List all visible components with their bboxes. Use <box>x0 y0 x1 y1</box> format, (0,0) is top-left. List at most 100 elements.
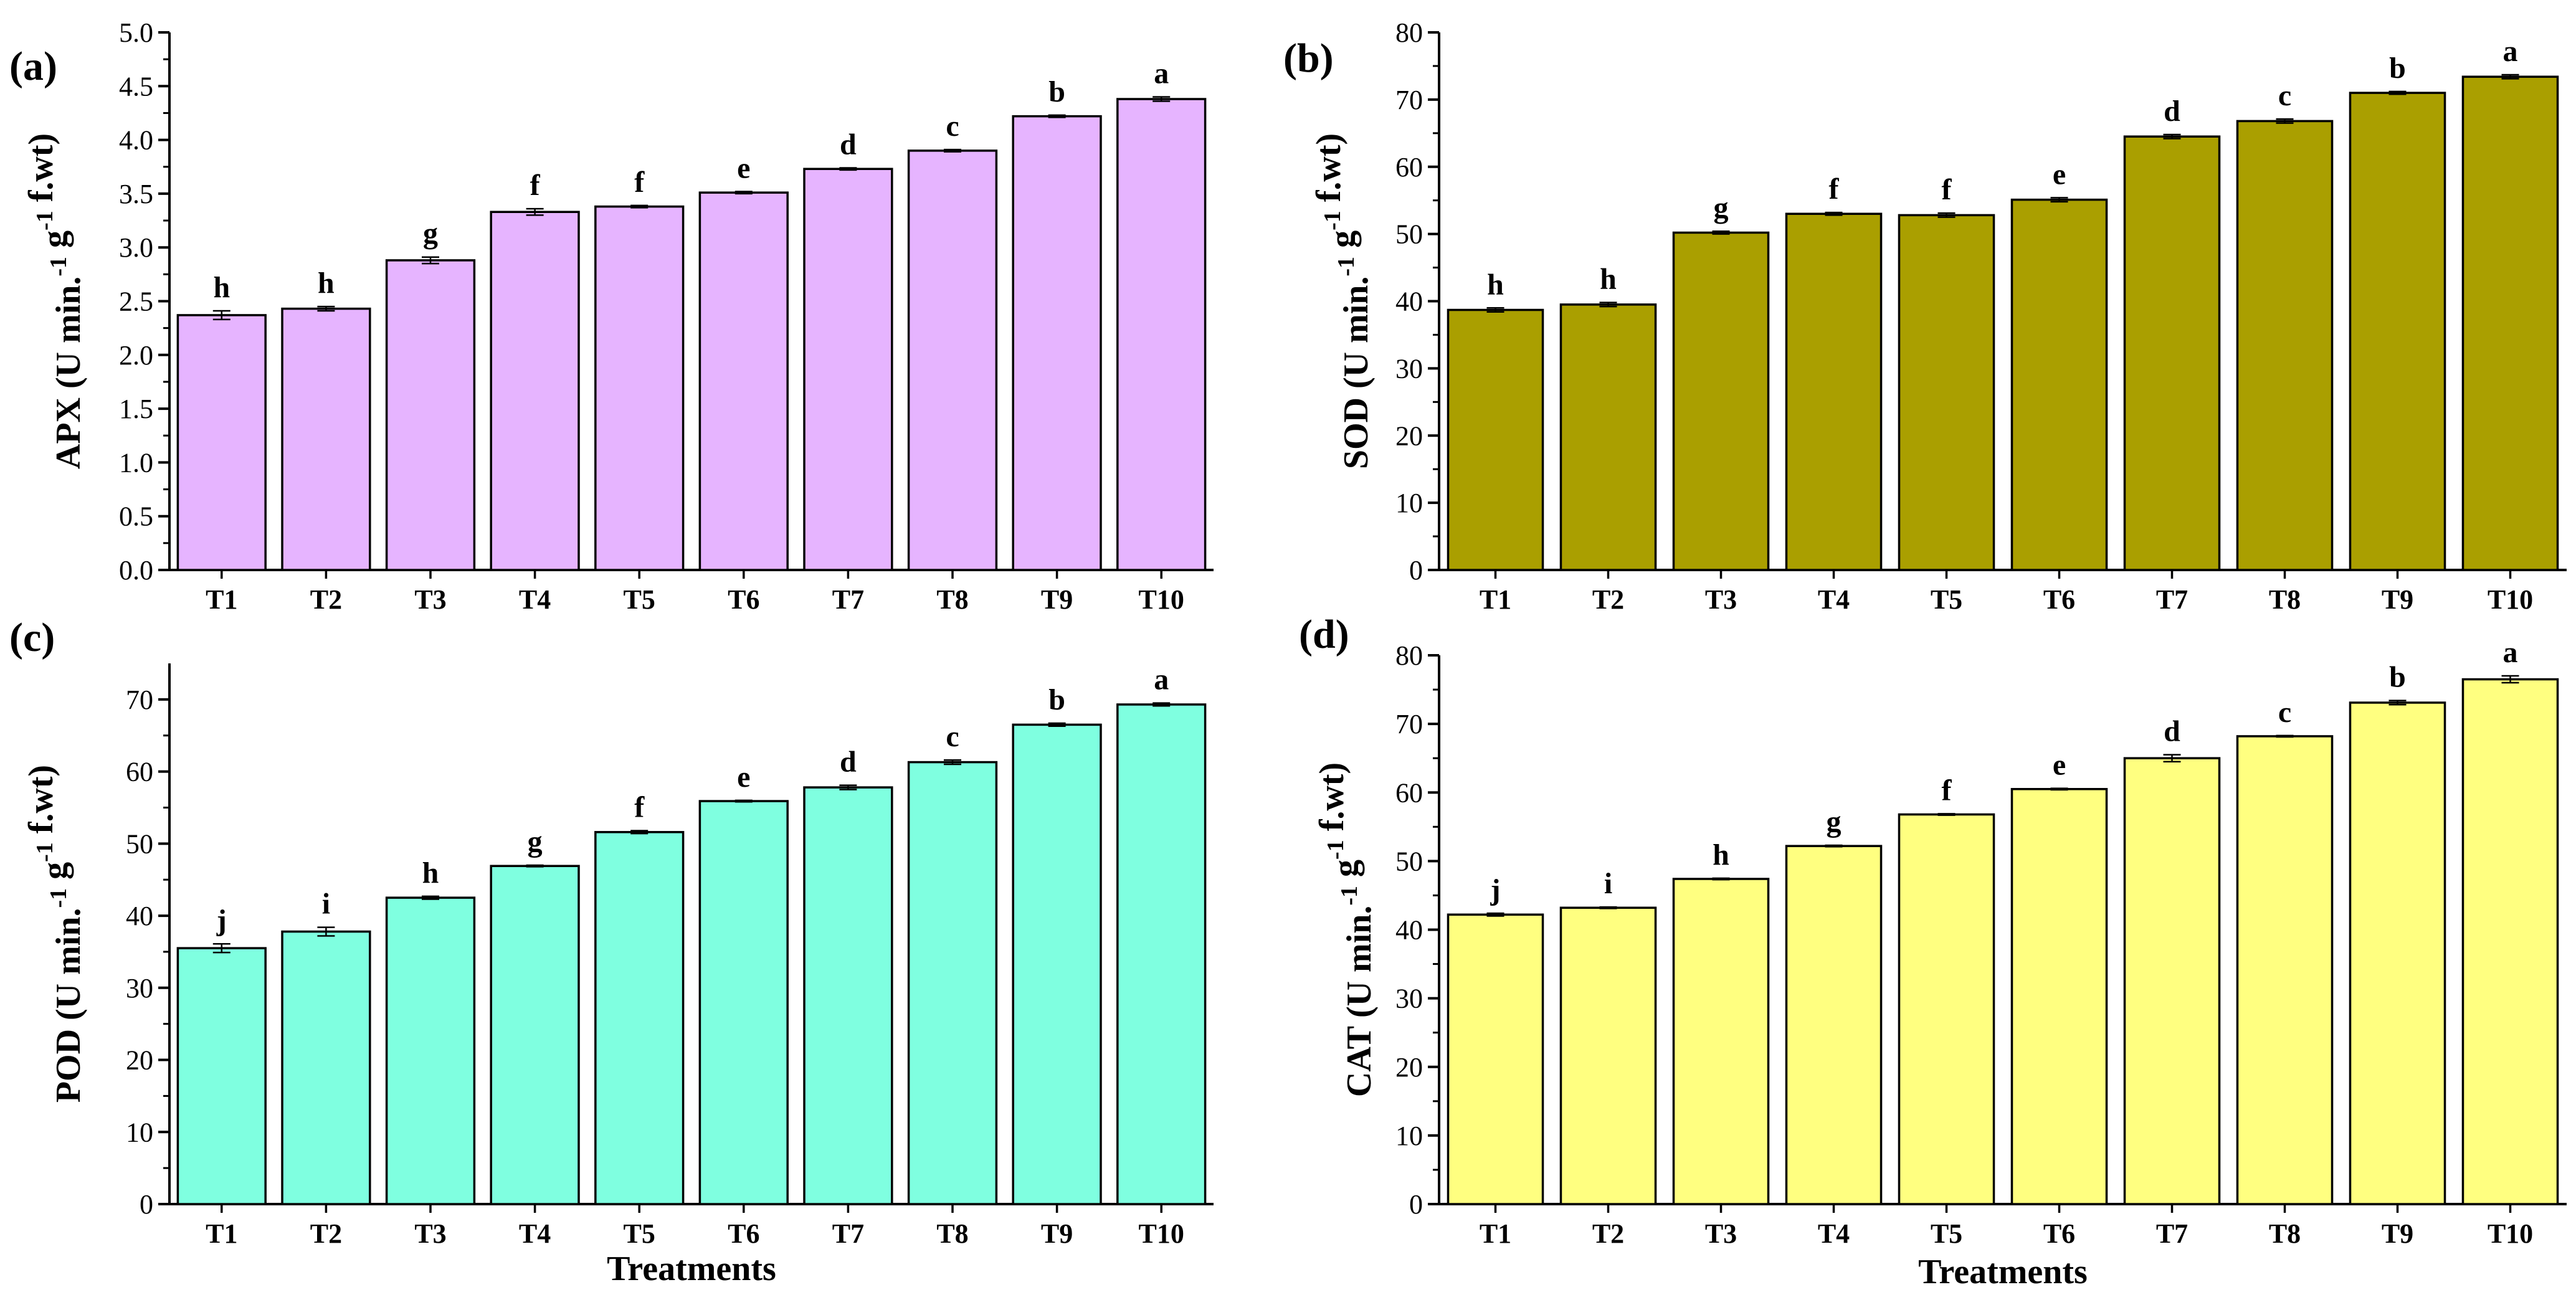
significance-letter: e <box>2053 158 2066 191</box>
y-tick-label: 50 <box>1395 219 1423 250</box>
x-tick-label: T3 <box>1705 1218 1737 1249</box>
significance-letter: d <box>2164 95 2180 128</box>
y-tick-label: 50 <box>1395 846 1423 876</box>
y-axis-title-part: f.wt) <box>1309 133 1348 211</box>
y-tick-label: 10 <box>1395 1121 1423 1151</box>
panel-d: 0 10 20 30 40 50 60 70 80 j T1 i T2 h T3 g T4 f T5 e T6 d T7 c T… <box>1299 612 2567 1291</box>
x-tick-label: T1 <box>1480 1218 1511 1249</box>
significance-letter: a <box>1154 57 1169 90</box>
y-axis-title-superscript: -1 <box>1319 211 1346 230</box>
x-tick-label: T5 <box>624 584 655 615</box>
x-tick-label: T9 <box>1041 1218 1073 1249</box>
y-tick-label: 0 <box>140 1189 153 1220</box>
bar <box>1559 906 1657 1205</box>
y-tick-label: 70 <box>1395 85 1423 115</box>
x-tick-label: T7 <box>2156 584 2188 615</box>
significance-letter: c <box>2278 696 2291 729</box>
y-axis-title-superscript: -1 <box>1333 257 1359 277</box>
y-axis-title: POD (U min.-1 g-1 f.wt) <box>22 765 88 1103</box>
x-tick-label: T4 <box>1818 584 1850 615</box>
x-tick-label: T1 <box>206 1218 237 1249</box>
y-axis-title-superscript: -1 <box>1336 886 1362 906</box>
bar <box>1559 303 1657 571</box>
x-tick-label: T8 <box>2269 1218 2301 1249</box>
y-tick-label: 4.0 <box>119 125 153 156</box>
significance-letter: c <box>946 110 959 143</box>
y-axis-title-part: SOD (U min. <box>1337 277 1376 470</box>
y-tick-label: 3.0 <box>119 232 153 263</box>
y-tick-label: 30 <box>1395 353 1423 384</box>
y-axis-title-part: f.wt) <box>22 765 60 842</box>
significance-letter: g <box>1827 805 1842 838</box>
x-tick-label: T2 <box>310 584 342 615</box>
bar <box>594 831 685 1205</box>
bar <box>1012 115 1102 571</box>
bar <box>176 947 267 1205</box>
y-axis-title-part: CAT (U min. <box>1340 906 1379 1098</box>
bar <box>2010 198 2108 571</box>
bar <box>2236 735 2334 1205</box>
bar <box>490 865 580 1205</box>
bar <box>2123 135 2221 571</box>
x-tick-label: T3 <box>1705 584 1737 615</box>
significance-letter: j <box>1490 873 1501 906</box>
y-tick-label: 4.5 <box>119 71 153 102</box>
bar <box>1012 723 1102 1205</box>
bar <box>1447 913 1544 1205</box>
significance-letter: d <box>840 128 857 161</box>
y-tick-label: 40 <box>1395 287 1423 317</box>
panel-letter: (b) <box>1283 36 1334 81</box>
significance-letter: f <box>1942 774 1952 807</box>
y-tick-label: 0.0 <box>119 555 153 586</box>
significance-letter: b <box>1048 683 1065 716</box>
bar <box>385 896 476 1205</box>
y-axis-title-part: g <box>1326 860 1365 886</box>
significance-letter: f <box>1829 173 1840 206</box>
panel-a: 0.0 0.5 1.0 1.5 2.0 2.5 3.0 3.5 4.0 4.5 5.0 h T1 h T2 g… <box>9 17 1214 615</box>
x-tick-label: T10 <box>2488 1218 2533 1249</box>
y-axis-title-part: g <box>1323 230 1362 257</box>
y-tick-label: 0.5 <box>119 501 153 532</box>
y-tick-label: 3.5 <box>119 179 153 209</box>
significance-letter: h <box>318 267 335 300</box>
x-tick-label: T3 <box>414 1218 446 1249</box>
significance-letter: b <box>2389 661 2406 694</box>
bar <box>698 800 789 1205</box>
significance-letter: h <box>213 271 230 304</box>
y-tick-label: 30 <box>1395 984 1423 1014</box>
y-axis-title-superscript: -1 <box>1323 840 1349 860</box>
significance-letter: j <box>216 904 227 937</box>
significance-letter: a <box>1154 663 1169 696</box>
significance-letter: c <box>2278 79 2291 112</box>
y-tick-label: 10 <box>126 1117 153 1147</box>
y-tick-label: 60 <box>1395 152 1423 183</box>
significance-letter: f <box>530 169 541 202</box>
bar <box>2461 75 2559 571</box>
x-tick-label: T2 <box>310 1218 342 1249</box>
bar <box>594 205 685 571</box>
significance-letter: a <box>2503 636 2518 669</box>
x-tick-label: T5 <box>1931 584 1962 615</box>
bar <box>490 211 580 571</box>
significance-letter: g <box>528 825 543 858</box>
y-tick-label: 2.5 <box>119 287 153 317</box>
significance-letter: c <box>946 720 959 753</box>
significance-letter: b <box>1048 75 1065 108</box>
x-tick-label: T4 <box>519 584 551 615</box>
y-tick-label: 40 <box>126 901 153 931</box>
y-tick-label: 80 <box>1395 17 1423 48</box>
bar <box>1785 845 1883 1205</box>
y-tick-label: 80 <box>1395 640 1423 671</box>
bar <box>1116 703 1207 1205</box>
x-tick-label: T3 <box>414 584 446 615</box>
bar <box>281 307 371 571</box>
x-tick-label: T7 <box>832 584 864 615</box>
x-tick-label: T4 <box>519 1218 551 1249</box>
significance-letter: h <box>1600 263 1617 296</box>
y-axis-title-part: APX (U min. <box>49 277 88 470</box>
bar <box>1447 308 1544 571</box>
y-axis-title-superscript: -1 <box>45 257 72 277</box>
y-axis-title: SOD (U min.-1 g-1 f.wt) <box>1309 133 1376 469</box>
x-tick-label: T6 <box>2043 1218 2075 1249</box>
